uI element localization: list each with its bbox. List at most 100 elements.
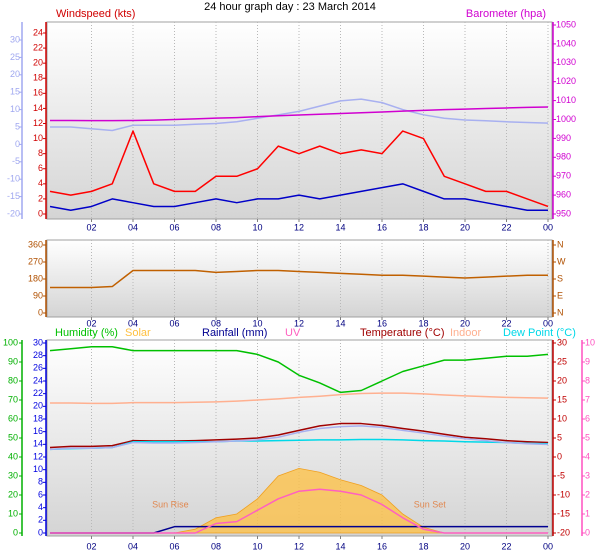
series-line <box>50 106 549 122</box>
y-tick-label: 18 <box>33 73 43 83</box>
y-tick-label: 10 <box>10 104 20 114</box>
x-tick-label: 12 <box>294 318 304 328</box>
y-tick-label: 1050 <box>556 19 576 29</box>
y-tick-label: 0 <box>38 208 43 218</box>
y-tick-label: 6 <box>585 413 590 423</box>
y-tick-label: 20 <box>33 401 43 411</box>
series-line <box>49 422 549 449</box>
y-tick-label: 20 <box>33 58 43 68</box>
legend-label: Temperature (°C) <box>360 327 444 339</box>
y-tick-label: -5 <box>12 156 20 166</box>
y-tick-label: 14 <box>33 439 43 449</box>
series-line <box>49 346 549 394</box>
y-tick-label: 26 <box>33 363 43 373</box>
y-tick-label: 22 <box>33 42 43 52</box>
y-tick-label: 24 <box>33 375 43 385</box>
x-tick-label: 18 <box>418 318 428 328</box>
y-tick-label: 22 <box>33 388 43 398</box>
x-tick-label: 14 <box>335 222 345 232</box>
series-line <box>49 183 548 211</box>
y-tick-label: 5 <box>557 432 562 442</box>
y-tick-label: -20 <box>7 208 20 218</box>
y-tick-label: 360 <box>28 239 43 249</box>
y-tick-label: 18 <box>33 413 43 423</box>
y-tick-label: 100 <box>3 337 18 347</box>
series-line <box>50 488 548 534</box>
y-tick-label: 16 <box>33 88 43 98</box>
series-line <box>50 98 549 132</box>
y-tick-label: 8 <box>38 477 43 487</box>
y-tick-label: 980 <box>556 152 571 162</box>
x-tick-label: 18 <box>418 541 428 551</box>
y-tick-label: 14 <box>33 103 43 113</box>
x-tick-label: 22 <box>501 318 511 328</box>
y-tick-label: 1000 <box>556 114 576 124</box>
y-tick-label: 10 <box>8 508 18 518</box>
y-tick-label: 5 <box>585 432 590 442</box>
x-tick-label: 06 <box>169 541 179 551</box>
y-tick-label: 10 <box>557 413 567 423</box>
y-tick-label: 30 <box>557 337 567 347</box>
y-tick-label: 990 <box>556 133 571 143</box>
y-tick-label: 8 <box>38 148 43 158</box>
y-tick-label: 80 <box>8 375 18 385</box>
y-tick-label: 950 <box>556 208 571 218</box>
x-tick-label: 10 <box>252 222 262 232</box>
y-tick-label: 50 <box>8 432 18 442</box>
legend-label: Humidity (%) <box>55 327 118 339</box>
chart-title: 24 hour graph day : 23 March 2014 <box>204 1 376 13</box>
legend-label: Solar <box>125 327 151 339</box>
x-tick-label: 10 <box>252 318 262 328</box>
y-tick-label: 7 <box>585 394 590 404</box>
y-tick-label: 90 <box>33 290 43 300</box>
y-tick-label: 6 <box>38 489 43 499</box>
y-tick-label: 30 <box>33 337 43 347</box>
y-tick-label: 28 <box>33 350 43 360</box>
x-tick-label: 14 <box>335 318 345 328</box>
axis-title: Windspeed (kts) <box>56 8 135 20</box>
y-tick-label: 25 <box>557 356 567 366</box>
y-tick-label: -5 <box>557 470 565 480</box>
y-tick-label: -10 <box>7 174 20 184</box>
x-tick-label: 08 <box>211 318 221 328</box>
y-tick-label: 20 <box>557 375 567 385</box>
axis-title: Barometer (hpa) <box>466 8 546 20</box>
y-tick-label: 20 <box>10 69 20 79</box>
series-line <box>49 438 549 451</box>
y-tick-label: 40 <box>8 451 18 461</box>
y-tick-label: 0 <box>38 307 43 317</box>
x-tick-label: 02 <box>86 222 96 232</box>
y-tick-label: 10 <box>585 337 595 347</box>
series-line <box>50 269 548 289</box>
x-tick-label: 12 <box>294 222 304 232</box>
series-line <box>49 425 549 451</box>
y-tick-label: 12 <box>33 118 43 128</box>
legend-label: UV <box>285 327 301 339</box>
x-tick-label: 06 <box>169 318 179 328</box>
y-tick-label: 9 <box>585 356 590 366</box>
y-tick-label: N <box>557 239 564 249</box>
series-line <box>49 130 549 208</box>
y-tick-label: 60 <box>8 413 18 423</box>
x-tick-label: 16 <box>377 318 387 328</box>
y-tick-label: 1 <box>585 508 590 518</box>
x-tick-label: 08 <box>211 541 221 551</box>
y-tick-label: 2 <box>38 515 43 525</box>
legend-label: Indoor <box>450 327 482 339</box>
x-tick-label: 00 <box>543 222 553 232</box>
y-tick-label: 1040 <box>556 38 576 48</box>
y-tick-label: 24 <box>33 27 43 37</box>
y-tick-label: 1030 <box>556 57 576 67</box>
y-tick-label: 90 <box>8 356 18 366</box>
y-tick-label: 0 <box>585 527 590 537</box>
y-tick-label: 6 <box>38 163 43 173</box>
x-tick-label: 16 <box>377 222 387 232</box>
y-tick-label: N <box>557 307 564 317</box>
x-tick-label: 02 <box>86 318 96 328</box>
y-tick-label: 0 <box>557 451 562 461</box>
y-tick-label: 4 <box>38 178 43 188</box>
x-tick-label: 18 <box>418 222 428 232</box>
y-tick-label: 0 <box>38 527 43 537</box>
x-tick-label: 20 <box>460 222 470 232</box>
